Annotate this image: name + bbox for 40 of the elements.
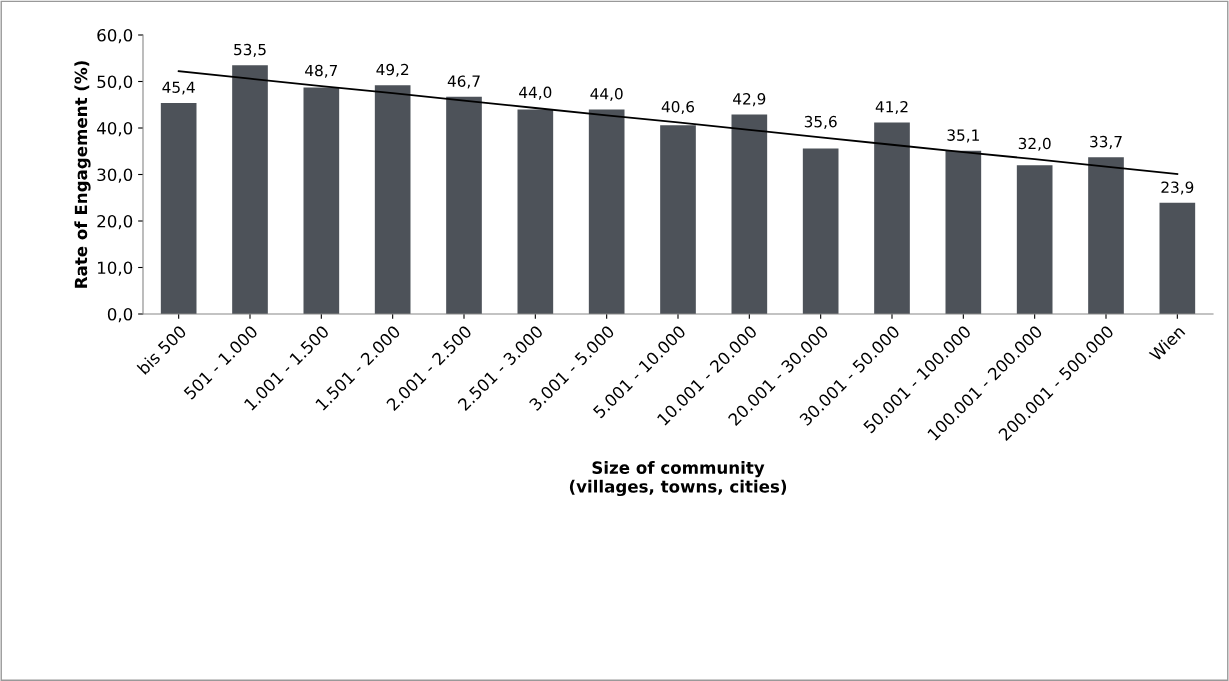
bar <box>588 109 625 314</box>
x-tick-label: bis 500 <box>136 324 188 375</box>
data-label: 49,2 <box>376 63 409 77</box>
data-label: 46,7 <box>447 75 480 89</box>
data-label: 35,6 <box>804 115 837 129</box>
data-label: 45,4 <box>162 81 195 95</box>
data-label: 41,2 <box>875 100 908 115</box>
y-tick-label: 30,0 <box>97 168 133 183</box>
y-axis-title: Rate of Engagement (%) <box>74 61 91 288</box>
data-label: 44,0 <box>590 87 623 102</box>
data-label: 23,9 <box>1161 181 1194 195</box>
bar <box>945 150 982 314</box>
data-label: 53,5 <box>234 43 266 57</box>
bar <box>446 96 482 314</box>
y-tick-label: 40,0 <box>96 121 133 137</box>
bar <box>303 87 340 314</box>
bar <box>1016 165 1053 314</box>
bar <box>1159 202 1196 314</box>
y-tick-label: 10,0 <box>98 261 133 276</box>
x-axis-title: Size of community (villages, towns, cities) <box>569 461 787 497</box>
data-label: 48,7 <box>305 64 338 78</box>
bar <box>731 114 768 314</box>
data-label: 35,1 <box>947 129 979 143</box>
bar <box>160 102 197 314</box>
data-label: 40,6 <box>661 100 695 115</box>
bar <box>660 125 696 314</box>
y-tick-label: 60,0 <box>97 28 133 44</box>
y-tick-label: 50,0 <box>97 75 133 90</box>
data-label: 32,0 <box>1018 137 1051 151</box>
bar <box>802 148 839 314</box>
bar <box>517 109 554 314</box>
data-label: 44,0 <box>519 86 552 100</box>
bar <box>1088 157 1124 314</box>
bar <box>374 85 411 314</box>
y-tick-label: 0,0 <box>107 307 133 323</box>
data-label: 33,7 <box>1090 135 1122 149</box>
y-tick-label: 20,0 <box>97 214 133 230</box>
data-label: 42,9 <box>733 93 766 107</box>
bar <box>874 122 910 314</box>
bar <box>232 65 268 314</box>
